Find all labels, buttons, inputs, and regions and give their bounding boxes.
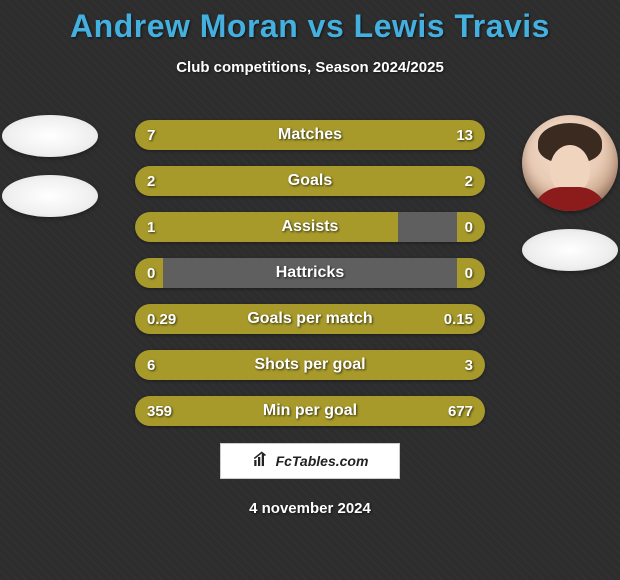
club-badge-right-icon [522, 229, 618, 271]
player-right [510, 115, 620, 271]
stat-value-left: 0.29 [147, 304, 176, 334]
stat-value-left: 7 [147, 120, 155, 150]
stat-label: Goals [135, 166, 485, 196]
page-title: Andrew Moran vs Lewis Travis [0, 0, 620, 45]
stat-value-left: 6 [147, 350, 155, 380]
avatar-photo-icon [522, 115, 618, 211]
stat-row: Min per goal359 677 [135, 396, 485, 426]
stat-value-right: 677 [448, 396, 473, 426]
stat-value-left: 359 [147, 396, 172, 426]
club-badge-left-icon [2, 175, 98, 217]
player-left [0, 115, 110, 235]
stat-value-right: 13 [456, 120, 473, 150]
stat-label: Matches [135, 120, 485, 150]
stat-label: Hattricks [135, 258, 485, 288]
date-text: 4 november 2024 [0, 500, 620, 517]
stat-value-right: 2 [465, 166, 473, 196]
source-text: FcTables.com [276, 453, 369, 469]
stat-label: Min per goal [135, 396, 485, 426]
stat-row: Goals per match0.29 0.15 [135, 304, 485, 334]
stat-row: Goals2 2 [135, 166, 485, 196]
stat-row: Assists1 0 [135, 212, 485, 242]
page-subtitle: Club competitions, Season 2024/2025 [0, 59, 620, 76]
stat-value-right: 0 [465, 258, 473, 288]
avatar-placeholder-icon [2, 115, 98, 157]
stat-row: Shots per goal6 3 [135, 350, 485, 380]
stat-value-right: 0 [465, 212, 473, 242]
stat-value-right: 3 [465, 350, 473, 380]
source-badge: FcTables.com [220, 443, 400, 479]
stats-container: Matches713Goals22Assists10Hattricks00Goa… [135, 120, 485, 442]
stat-value-left: 0 [147, 258, 155, 288]
stat-label: Shots per goal [135, 350, 485, 380]
stat-row: Matches7 13 [135, 120, 485, 150]
stat-row: Hattricks0 0 [135, 258, 485, 288]
stat-label: Assists [135, 212, 485, 242]
stat-value-left: 1 [147, 212, 155, 242]
stat-label: Goals per match [135, 304, 485, 334]
stat-value-right: 0.15 [444, 304, 473, 334]
chart-icon [252, 451, 270, 472]
stat-value-left: 2 [147, 166, 155, 196]
